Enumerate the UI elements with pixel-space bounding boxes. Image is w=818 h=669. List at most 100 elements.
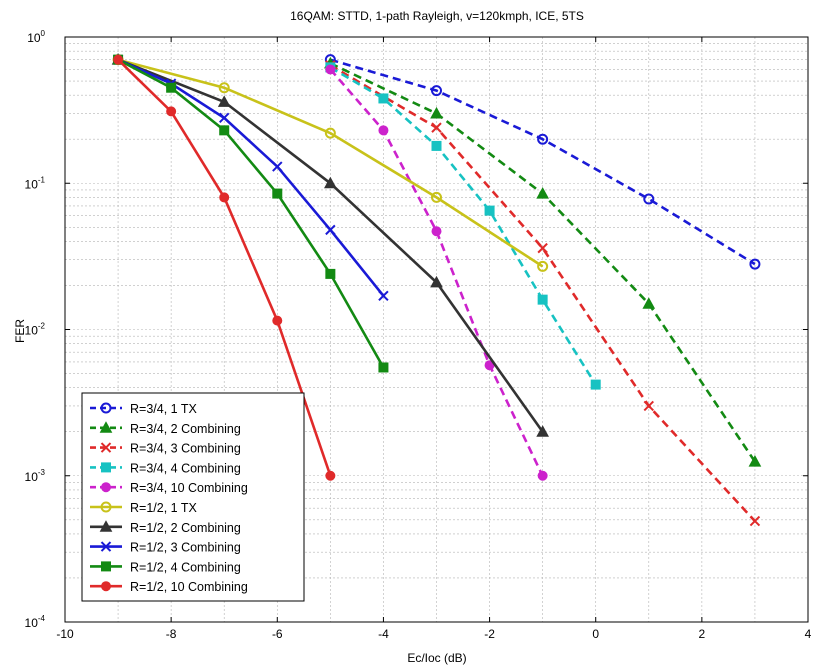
y-tick-label: 100: [27, 29, 45, 45]
data-point: [748, 455, 762, 467]
y-tick-label: 10-2: [25, 322, 46, 338]
data-point: [378, 125, 389, 136]
data-point: [431, 85, 442, 97]
series-line: [329, 64, 756, 522]
series-line: [117, 58, 385, 369]
data-point: [378, 290, 389, 302]
marker-stroke: [643, 400, 654, 412]
y-tick-label: 10-4: [25, 614, 46, 630]
legend-item: R=3/4, 2 Combining: [90, 421, 241, 436]
legend-label: R=3/4, 2 Combining: [130, 422, 241, 436]
data-point: [218, 82, 230, 94]
legend-swatch-marker: [100, 402, 112, 414]
x-tick-label: 4: [805, 627, 812, 641]
x-tick-label: -6: [272, 627, 283, 641]
legend: R=3/4, 1 TX R=3/4, 2 Combining R=3/4, 3 Co…: [81, 392, 305, 602]
legend-swatch-marker: [101, 561, 111, 572]
x-tick-label: -8: [166, 627, 177, 641]
marker-stroke: [100, 442, 112, 453]
data-point: [325, 64, 336, 75]
marker-stroke: [325, 224, 336, 236]
legend-swatch-marker: [100, 442, 112, 453]
data-point: [431, 140, 442, 151]
data-point: [324, 127, 336, 139]
data-point: [272, 315, 283, 326]
marker-stroke: [537, 242, 548, 254]
data-point: [431, 122, 442, 133]
series-line: [329, 66, 597, 386]
x-tick-label: -4: [378, 627, 389, 641]
x-tick-label: -10: [56, 627, 74, 641]
data-point: [431, 191, 442, 203]
series-5: [325, 64, 548, 481]
data-point: [272, 161, 283, 172]
axis-ticks: -10 -8 -6 -4 -2 0 2 4 100 10-1 10-2 10-3 10-4: [25, 29, 812, 641]
legend-swatch-marker: [101, 581, 111, 592]
marker-stroke: [431, 122, 442, 133]
y-axis-title: FER: [13, 319, 27, 343]
data-point: [749, 258, 761, 270]
data-point: [537, 294, 548, 305]
legend-label: R=1/2, 3 Combining: [130, 541, 241, 555]
data-point: [217, 95, 231, 107]
series-7: [111, 53, 549, 437]
legend-item: R=1/2, 3 Combining: [90, 541, 241, 555]
legend-swatch-marker: [101, 482, 111, 493]
legend-item: R=3/4, 3 Combining: [90, 442, 241, 456]
data-point: [537, 242, 548, 254]
legend-label: R=1/2, 4 Combining: [130, 560, 241, 574]
marker-stroke: [219, 112, 230, 124]
x-tick-label: 0: [592, 627, 599, 641]
y-tick-label: 10-1: [25, 175, 46, 191]
x-tick-label: 2: [699, 627, 706, 641]
data-point: [537, 133, 549, 145]
legend-label: R=1/2, 1 TX: [130, 501, 197, 515]
data-point: [590, 379, 601, 390]
legend-label: R=1/2, 2 Combining: [130, 521, 241, 535]
legend-item: R=1/2, 4 Combining: [90, 560, 241, 574]
legend-label: R=3/4, 4 Combining: [130, 461, 241, 475]
data-point: [219, 125, 230, 136]
data-point: [219, 192, 230, 203]
legend-swatch-marker: [100, 541, 112, 552]
data-point: [324, 176, 337, 189]
legend-item: R=3/4, 10 Combining: [90, 481, 248, 495]
data-point: [484, 205, 495, 216]
legend-swatch-marker: [99, 520, 113, 532]
data-point: [325, 224, 336, 236]
legend-item: R=3/4, 4 Combining: [90, 461, 241, 475]
marker-stroke: [749, 515, 761, 527]
data-point: [642, 297, 656, 309]
data-point: [113, 54, 124, 65]
data-point: [378, 93, 389, 104]
legend-swatch-marker: [100, 501, 112, 513]
legend-swatch-marker: [99, 421, 113, 433]
marker-stroke: [378, 290, 389, 302]
series-1: [324, 54, 761, 270]
legend-swatch-marker: [101, 462, 111, 473]
data-point: [536, 187, 549, 199]
data-point: [431, 226, 442, 237]
data-point: [430, 275, 443, 288]
x-tick-label: -2: [484, 627, 495, 641]
legend-label: R=3/4, 1 TX: [130, 402, 197, 416]
data-point: [537, 470, 548, 481]
legend-label: R=1/2, 10 Combining: [130, 580, 248, 594]
data-point: [430, 106, 443, 119]
series-line: [330, 58, 756, 266]
data-point: [219, 112, 230, 124]
data-point: [166, 106, 177, 117]
legend-item: R=1/2, 1 TX: [90, 501, 197, 515]
legend-item: R=1/2, 10 Combining: [90, 580, 248, 594]
legend-item: R=3/4, 1 TX: [90, 402, 197, 416]
legend-item: R=1/2, 2 Combining: [90, 520, 241, 535]
series-line: [329, 68, 544, 477]
data-point: [166, 82, 177, 93]
marker-stroke: [272, 161, 283, 172]
legend-label: R=3/4, 3 Combining: [130, 442, 241, 456]
data-point: [643, 193, 655, 205]
legend-label: R=3/4, 10 Combining: [130, 481, 248, 495]
series-line: [117, 58, 544, 268]
data-point: [749, 515, 761, 527]
